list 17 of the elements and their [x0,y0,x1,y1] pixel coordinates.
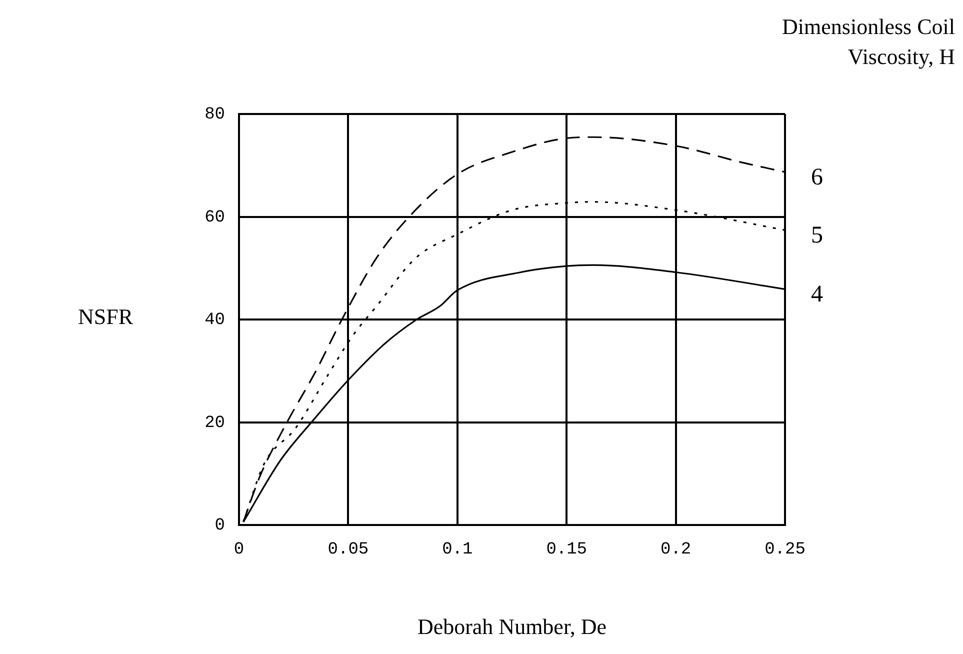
y-tick-label: 40 [204,311,225,330]
x-tick-label: 0.15 [546,540,588,560]
x-tick-label: 0.2 [660,540,692,560]
x-tick-label: 0.25 [764,540,806,560]
legend-title: Dimensionless Coil Viscosity, H [781,13,955,71]
y-tick-label: 60 [204,208,225,228]
x-tick-label: 0 [234,540,244,560]
series-label: 5 [811,222,823,248]
y-tick-label: 20 [204,414,225,433]
x-tick-label: 0.05 [328,540,369,560]
x-tick-label: 0.1 [442,540,473,560]
y-tick-label: 80 [204,106,225,124]
series-label: 6 [811,164,823,190]
y-tick-label: 0 [214,516,225,536]
series-label: 4 [811,281,823,308]
x-axis-title: Deborah Number, De [416,614,608,640]
y-axis-title: NSFR [78,304,134,330]
